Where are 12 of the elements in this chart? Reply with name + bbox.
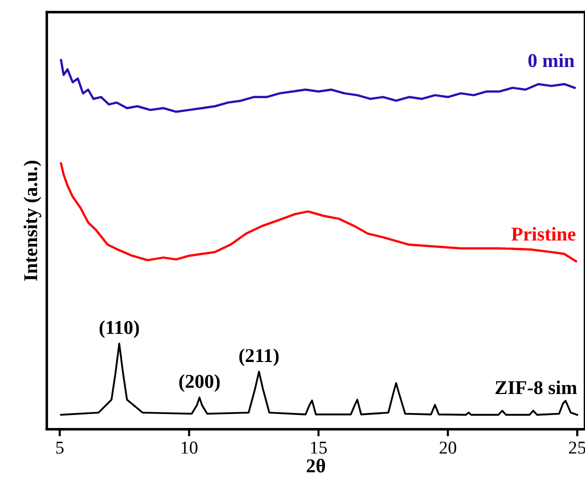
annotation: (211) bbox=[239, 348, 279, 366]
annotation: (200) bbox=[179, 374, 220, 392]
series-label: Pristine bbox=[511, 226, 576, 241]
x-tick-label: 10 bbox=[182, 442, 198, 454]
x-axis-title: 2θ bbox=[306, 458, 326, 472]
series-label: ZIF-8 sim bbox=[496, 380, 577, 394]
annotation: (110) bbox=[100, 320, 139, 338]
series-label: 0 min bbox=[528, 53, 574, 68]
y-axis-title: Intensity (a.u.) bbox=[24, 160, 42, 281]
x-tick-label: 15 bbox=[311, 442, 327, 454]
x-tick-label: 5 bbox=[56, 442, 64, 454]
x-tick-label: 20 bbox=[440, 442, 456, 454]
